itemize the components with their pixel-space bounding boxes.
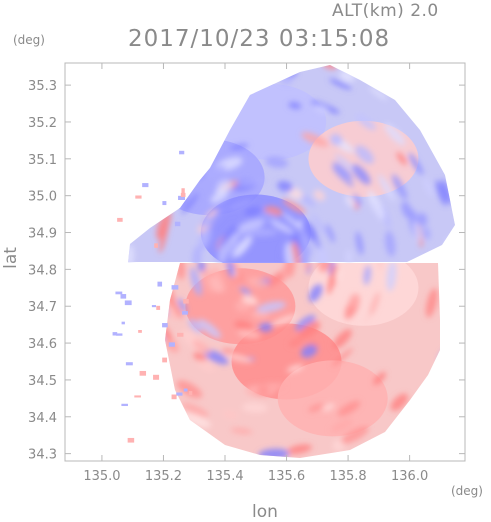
south-sector bbox=[165, 263, 440, 458]
y-tick-label: 35.0 bbox=[28, 190, 57, 205]
x-unit-label: (deg) bbox=[451, 484, 483, 498]
y-tick-label: 34.5 bbox=[28, 374, 57, 389]
y-tick-label: 34.4 bbox=[28, 411, 57, 426]
y-tick-label: 34.7 bbox=[28, 300, 57, 315]
x-axis-ticks: 135.0 135.2 135.4 135.6 135.8 136.0 bbox=[83, 63, 428, 484]
altitude-label: ALT(km) 2.0 bbox=[332, 1, 439, 21]
y-tick-label: 35.3 bbox=[28, 79, 57, 94]
y-tick-label: 34.9 bbox=[28, 227, 57, 242]
y-unit-label: (deg) bbox=[13, 33, 45, 47]
plot-frame bbox=[64, 62, 466, 462]
x-tick-label: 135.6 bbox=[268, 469, 305, 484]
y-tick-label: 34.6 bbox=[28, 337, 57, 352]
x-tick-label: 135.4 bbox=[206, 469, 243, 484]
y-tick-label: 34.8 bbox=[28, 263, 57, 278]
x-tick-label: 135.0 bbox=[83, 469, 120, 484]
x-axis-label: lon bbox=[252, 502, 278, 522]
x-tick-label: 136.0 bbox=[391, 469, 428, 484]
y-tick-label: 34.3 bbox=[28, 448, 57, 463]
y-tick-label: 35.1 bbox=[28, 153, 57, 168]
x-tick-label: 135.8 bbox=[329, 469, 366, 484]
velocity-field bbox=[112, 65, 455, 458]
velocity-region bbox=[277, 360, 388, 437]
y-tick-label: 35.2 bbox=[28, 116, 57, 131]
x-tick-label: 135.2 bbox=[145, 469, 182, 484]
north-sector bbox=[128, 65, 455, 263]
y-axis-ticks: 34.3 34.4 34.5 34.6 34.7 34.8 34.9 35.0 35.1 35.2… bbox=[28, 79, 465, 463]
timestamp-title: 2017/10/23 03:15:08 bbox=[128, 26, 391, 52]
